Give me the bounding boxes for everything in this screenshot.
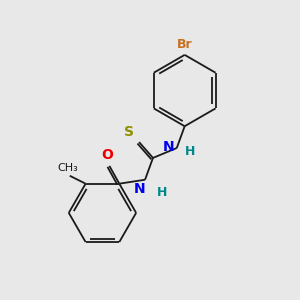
Text: H: H [185, 146, 195, 158]
Text: O: O [101, 148, 113, 162]
Text: N: N [163, 140, 175, 154]
Text: H: H [157, 186, 167, 199]
Text: S: S [124, 125, 134, 139]
Text: CH₃: CH₃ [57, 163, 78, 173]
Text: Br: Br [177, 38, 193, 51]
Text: N: N [134, 182, 145, 196]
